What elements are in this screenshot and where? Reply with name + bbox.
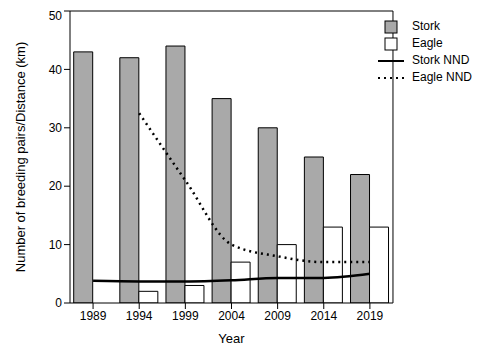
svg-text:30: 30 [49,121,63,135]
html-text:Eagle NND: Eagle NND [412,70,472,84]
svg-text:2009: 2009 [264,309,291,323]
svg-text:Number of breeding pairs/Dista: Number of breeding pairs/Distance (km) [13,42,28,272]
svg-text:50: 50 [49,9,63,23]
html-text:Stork NND: Stork NND [412,53,470,67]
svg-text:20: 20 [49,179,63,193]
svg-text:1999: 1999 [172,309,199,323]
svg-text:1994: 1994 [126,309,153,323]
svg-text:40: 40 [49,63,63,77]
svg-text:2004: 2004 [218,309,245,323]
svg-text:0: 0 [55,296,62,310]
svg-text:2014: 2014 [310,309,337,323]
svg-text:Year: Year [218,331,245,346]
html-text:Stork: Stork [412,19,440,33]
svg-text:2019: 2019 [357,309,384,323]
html-text:Eagle: Eagle [412,36,443,50]
svg-text:1989: 1989 [80,309,107,323]
svg-text:10: 10 [49,238,63,252]
